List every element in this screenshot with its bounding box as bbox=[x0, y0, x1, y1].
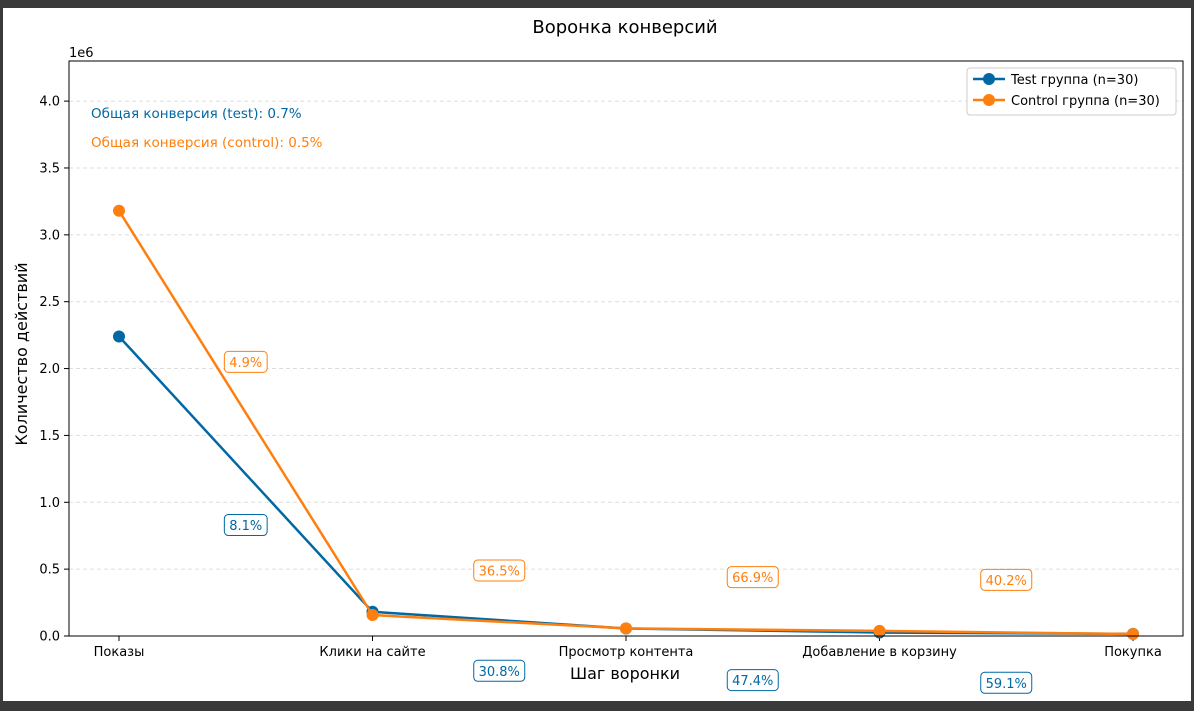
overall-conversion-annotations: Общая конверсия (test): 0.7% Общая конвер… bbox=[91, 106, 323, 151]
y-tick-label: 2.5 bbox=[39, 295, 60, 310]
conversion-label-box bbox=[726, 566, 779, 589]
y-axis-label: Количество действий bbox=[12, 262, 31, 445]
data-point-0 bbox=[113, 330, 125, 343]
data-point-1 bbox=[620, 622, 632, 635]
grid bbox=[69, 100, 1183, 637]
data-point-1 bbox=[113, 204, 125, 217]
y-axis-multiplier: 1e6 bbox=[69, 46, 94, 61]
x-tick-label: Покупка bbox=[1104, 645, 1162, 660]
overall-conversion-annotation: Общая конверсия (test): 0.7% bbox=[91, 106, 302, 122]
conversion-label-box bbox=[726, 669, 779, 692]
conversion-label: 47.4% bbox=[732, 674, 773, 689]
data-point-1 bbox=[873, 624, 886, 637]
conversion-label-box bbox=[980, 671, 1033, 694]
x-axis-label: Шаг воронки bbox=[570, 664, 680, 683]
y-tick-label: 1.0 bbox=[39, 496, 60, 511]
series-line-1 bbox=[117, 210, 1134, 636]
chart-title: Воронка конверсий bbox=[532, 17, 717, 38]
x-tick-label: Показы bbox=[94, 645, 145, 660]
conversion-label-box bbox=[223, 350, 268, 373]
x-tick-label: Просмотр контента bbox=[559, 645, 694, 660]
y-tick-label: 1.5 bbox=[39, 429, 60, 444]
x-tick-label: Добавление в корзину bbox=[802, 645, 957, 660]
data-point-1 bbox=[366, 609, 379, 622]
overall-conversion-annotation: Общая конверсия (control): 0.5% bbox=[91, 135, 323, 151]
data-point-1 bbox=[1127, 627, 1139, 640]
legend-marker bbox=[983, 94, 995, 106]
y-tick-label: 2.0 bbox=[39, 362, 60, 377]
conversion-label: 30.8% bbox=[479, 665, 520, 680]
y-tick-label: 3.0 bbox=[39, 228, 60, 243]
conversion-label-box bbox=[473, 659, 526, 682]
conversion-label: 40.2% bbox=[986, 574, 1027, 589]
series-line-0 bbox=[118, 335, 1134, 636]
conversion-label-box bbox=[223, 514, 268, 537]
x-tick-label: Клики на сайте bbox=[319, 645, 425, 660]
y-tick-label: 0.5 bbox=[39, 563, 60, 578]
legend-marker bbox=[983, 73, 995, 85]
conversion-label: 36.5% bbox=[479, 564, 520, 579]
legend: Test группа (n=30) Control группа (n=30) bbox=[966, 67, 1177, 116]
chart-figure: Воронка конверсий 1e6 Количество действи… bbox=[3, 8, 1191, 701]
conversion-label: 66.9% bbox=[732, 571, 773, 586]
plot-area bbox=[113, 204, 1139, 640]
legend-label: Control группа (n=30) bbox=[1011, 94, 1160, 109]
y-tick-label: 0.0 bbox=[39, 630, 60, 645]
legend-box bbox=[966, 67, 1177, 116]
funnel-chart: Воронка конверсий 1e6 Количество действи… bbox=[12, 17, 1184, 694]
y-tick-label: 3.5 bbox=[39, 161, 60, 176]
conversion-label: 59.1% bbox=[986, 677, 1027, 692]
x-axis: Показы Клики на сайте Просмотр контента Доб… bbox=[94, 636, 1162, 660]
conversion-label: 4.9% bbox=[229, 356, 262, 371]
conversion-label-box bbox=[980, 568, 1033, 591]
legend-label: Test группа (n=30) bbox=[1010, 73, 1138, 88]
y-axis: 0.0 0.5 1.0 1.5 2.0 2.5 3.0 3.5 4.0 bbox=[39, 95, 69, 645]
conversion-label-box bbox=[473, 559, 526, 582]
conversion-label: 8.1% bbox=[229, 519, 262, 534]
y-tick-label: 4.0 bbox=[39, 95, 60, 110]
conversion-labels: 8.1% 30.8% 47.4% 59.1% 4.9% 36.5% 66.9% 40.2% bbox=[223, 350, 1033, 694]
plot-frame bbox=[68, 60, 1184, 637]
